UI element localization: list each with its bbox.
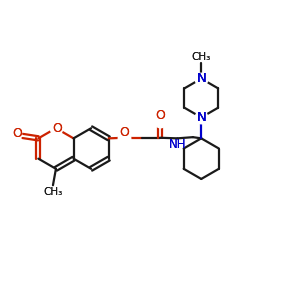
Text: O: O	[12, 127, 22, 140]
Text: O: O	[155, 109, 165, 122]
Text: O: O	[12, 127, 22, 140]
Text: O: O	[52, 122, 62, 135]
Text: CH₃: CH₃	[192, 52, 211, 61]
Text: CH₃: CH₃	[192, 52, 211, 61]
Text: CH₃: CH₃	[43, 187, 63, 197]
Text: N: N	[196, 111, 206, 124]
Text: O: O	[52, 122, 62, 135]
Text: N: N	[196, 72, 206, 85]
Text: NH: NH	[169, 138, 186, 151]
Text: CH₃: CH₃	[43, 187, 63, 197]
Text: O: O	[120, 126, 130, 139]
Text: NH: NH	[169, 138, 186, 151]
Text: N: N	[196, 111, 206, 124]
Text: N: N	[196, 72, 206, 85]
Text: O: O	[155, 109, 165, 122]
Text: N: N	[196, 72, 206, 85]
Text: O: O	[120, 126, 130, 139]
Text: N: N	[196, 111, 206, 124]
